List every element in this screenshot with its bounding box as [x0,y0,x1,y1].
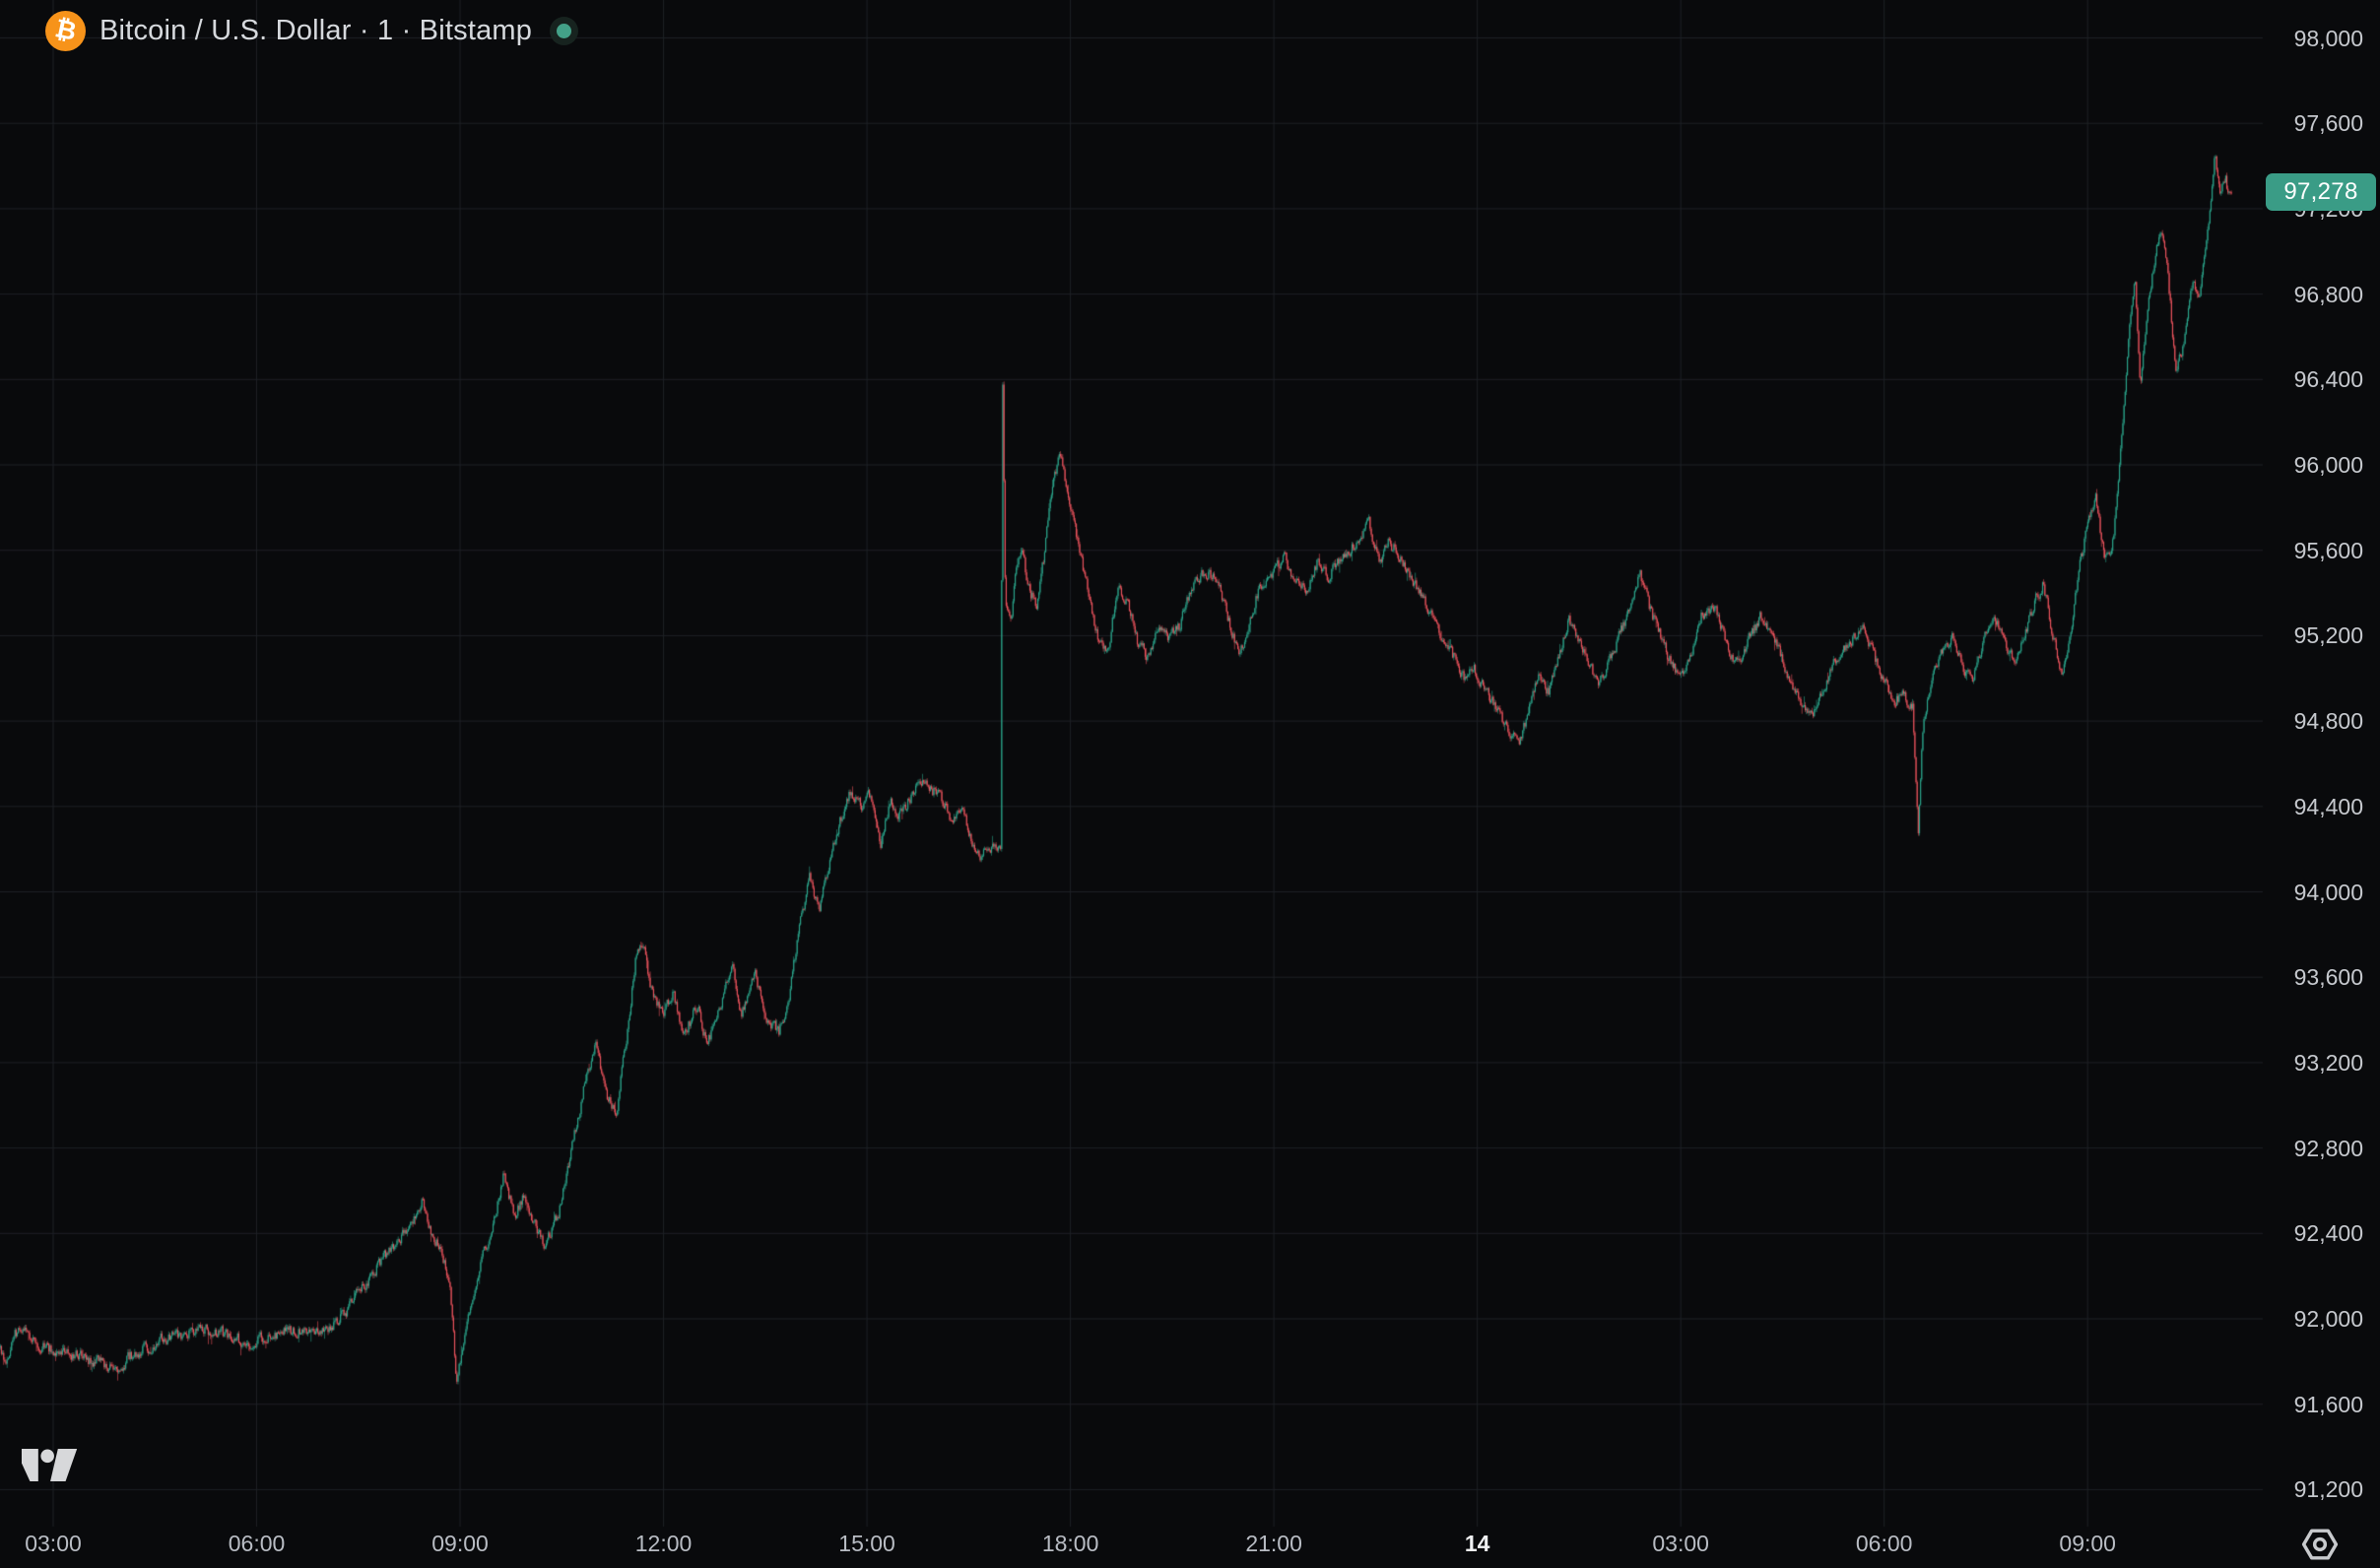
time-axis-label: 03:00 [25,1531,82,1556]
price-axis-label: 98,000 [2293,25,2363,51]
time-axis-label: 06:00 [1855,1531,1913,1556]
price-axis-label: 92,000 [2293,1306,2363,1332]
price-axis-label: 91,200 [2293,1476,2363,1503]
price-axis-label: 96,000 [2293,452,2363,478]
price-axis-label: 92,400 [2293,1220,2363,1247]
time-axis-label: 03:00 [1652,1531,1709,1556]
price-axis-label: 91,600 [2293,1391,2363,1417]
price-axis-label: 94,800 [2293,708,2363,735]
price-axis-label: 97,600 [2293,110,2363,137]
price-axis-label: 96,800 [2293,281,2363,307]
time-axis-settings-gear-icon[interactable] [2299,1526,2341,1568]
price-axis-label: 92,800 [2293,1135,2363,1161]
price-axis-label: 93,200 [2293,1049,2363,1076]
bitcoin-glyph: ₿ [52,14,79,47]
time-axis-label: 21:00 [1245,1531,1302,1556]
price-axis-label: 95,200 [2293,622,2363,649]
time-axis-label: 09:00 [431,1531,489,1556]
time-axis-label: 06:00 [228,1531,286,1556]
time-axis-label: 15:00 [838,1531,895,1556]
price-axis-label: 93,600 [2293,964,2363,991]
symbol-title[interactable]: Bitcoin / U.S. Dollar · 1 · Bitstamp [99,14,533,46]
price-axis-label: 94,000 [2293,879,2363,905]
tradingview-logo[interactable] [22,1449,83,1487]
market-status-icon[interactable] [550,16,579,45]
price-axis[interactable]: 98,00097,60097,20096,80096,40096,00095,6… [2263,0,2380,1523]
time-axis-label: 09:00 [2059,1531,2116,1556]
symbol-header[interactable]: ₿ Bitcoin / U.S. Dollar · 1 · Bitstamp [0,0,579,61]
price-axis-label: 95,600 [2293,537,2363,563]
price-axis-label: 94,400 [2293,793,2363,819]
time-axis-label: 18:00 [1041,1531,1099,1556]
time-axis-label: 12:00 [634,1531,693,1556]
bitcoin-icon: ₿ [45,10,86,51]
time-axis-label: 14 [1464,1531,1490,1556]
last-price-badge: 97,278 [2266,172,2376,211]
price-axis-label: 96,400 [2293,366,2363,393]
time-axis[interactable]: 03:00 06:00 09:00 12:00 15:00 18:00 21:00 14 03:… [0,1523,2380,1568]
